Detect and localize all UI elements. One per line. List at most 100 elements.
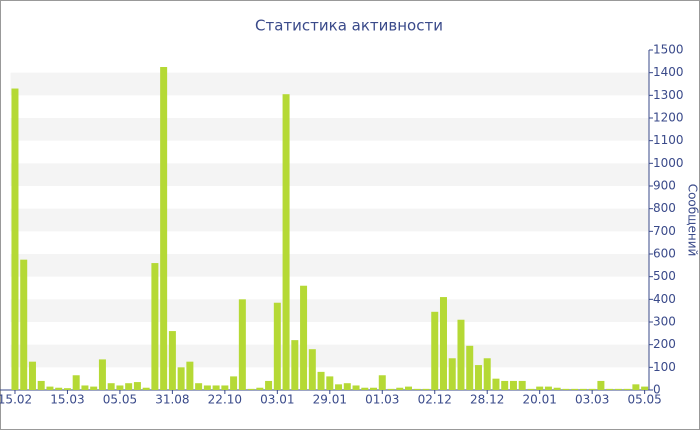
bar bbox=[230, 376, 238, 390]
bar bbox=[107, 383, 115, 390]
bar bbox=[273, 302, 281, 390]
bar bbox=[133, 382, 141, 390]
x-tick-label: 05.05 bbox=[627, 393, 661, 407]
y-tick-label: 800 bbox=[653, 201, 676, 215]
bar bbox=[483, 358, 491, 390]
bar bbox=[116, 385, 124, 390]
bar bbox=[28, 361, 36, 390]
bar bbox=[466, 345, 474, 390]
bar bbox=[125, 383, 133, 390]
bar bbox=[291, 340, 299, 390]
x-tick-label: 03.01 bbox=[260, 393, 294, 407]
bar bbox=[641, 386, 649, 390]
grid-band bbox=[10, 254, 650, 277]
bar bbox=[55, 387, 63, 390]
bar bbox=[151, 263, 159, 390]
bar bbox=[265, 380, 273, 390]
grid-band bbox=[10, 208, 650, 232]
y-tick-label: 600 bbox=[653, 247, 676, 261]
bar bbox=[20, 259, 28, 390]
x-tick-label: 15.03 bbox=[50, 393, 84, 407]
bar bbox=[405, 386, 413, 390]
bar bbox=[588, 388, 596, 390]
bar bbox=[439, 297, 447, 390]
y-tick-label: 400 bbox=[653, 292, 676, 306]
x-tick-label: 05.05 bbox=[103, 393, 137, 407]
x-tick-label: 02.12 bbox=[418, 393, 452, 407]
y-tick-label: 0 bbox=[653, 383, 661, 397]
bar bbox=[562, 388, 570, 390]
bar bbox=[413, 388, 421, 390]
bar bbox=[544, 386, 552, 390]
bar bbox=[90, 386, 98, 390]
y-tick-label: 900 bbox=[653, 179, 676, 193]
bar bbox=[509, 380, 517, 390]
y-tick-label: 1400 bbox=[653, 65, 684, 79]
bar bbox=[597, 380, 605, 390]
bar bbox=[474, 365, 482, 390]
bar bbox=[571, 388, 579, 390]
bar bbox=[536, 386, 544, 390]
bar bbox=[317, 371, 325, 390]
bar bbox=[422, 388, 430, 390]
bar bbox=[256, 387, 264, 390]
y-tick-label: 1300 bbox=[653, 88, 684, 102]
y-tick-label: 500 bbox=[653, 269, 676, 283]
bar bbox=[527, 388, 535, 390]
bar bbox=[501, 380, 509, 390]
bar bbox=[300, 285, 308, 390]
bar bbox=[11, 88, 19, 391]
bar bbox=[457, 319, 465, 390]
bar bbox=[212, 385, 220, 390]
grid-band bbox=[10, 163, 650, 186]
x-tick-label: 22.10 bbox=[208, 393, 242, 407]
bar bbox=[632, 384, 640, 390]
y-tick-label: 300 bbox=[653, 315, 676, 329]
y-tick-label: 1100 bbox=[653, 133, 684, 147]
bar bbox=[186, 361, 194, 390]
grid-band bbox=[10, 72, 650, 96]
bar bbox=[518, 380, 526, 390]
y-tick-label: 1200 bbox=[653, 111, 684, 125]
bar bbox=[81, 385, 89, 390]
x-tick-label: 03.03 bbox=[575, 393, 609, 407]
chart-title: Статистика активности bbox=[255, 17, 443, 35]
bar bbox=[63, 388, 71, 390]
bar bbox=[343, 383, 351, 390]
bar bbox=[352, 385, 360, 390]
x-tick-label: 29.01 bbox=[313, 393, 347, 407]
bar bbox=[142, 387, 150, 390]
bar bbox=[387, 388, 395, 390]
bar bbox=[177, 367, 185, 390]
y-tick-label: 100 bbox=[653, 360, 676, 374]
bar bbox=[247, 388, 255, 390]
bar bbox=[37, 380, 45, 390]
bar bbox=[378, 375, 386, 390]
y-axis-label: Сообщений bbox=[686, 184, 700, 257]
bar bbox=[221, 385, 229, 390]
bar bbox=[623, 388, 631, 390]
bar bbox=[606, 388, 614, 390]
grid-band bbox=[10, 299, 650, 322]
y-tick-label: 700 bbox=[653, 224, 676, 238]
bar bbox=[98, 359, 106, 390]
grid-band bbox=[10, 118, 650, 141]
y-tick-label: 1000 bbox=[653, 156, 684, 170]
bar bbox=[203, 385, 211, 390]
bar bbox=[168, 331, 176, 390]
x-tick-label: 15.02 bbox=[0, 393, 32, 407]
bar bbox=[238, 299, 246, 390]
x-tick-label: 01.03 bbox=[365, 393, 399, 407]
bar bbox=[72, 375, 80, 390]
bar bbox=[579, 388, 587, 390]
x-tick-label: 28.12 bbox=[470, 393, 504, 407]
bar bbox=[431, 311, 439, 390]
bar bbox=[396, 387, 404, 390]
bar bbox=[614, 388, 622, 390]
x-tick-label: 20.01 bbox=[523, 393, 557, 407]
bar bbox=[553, 387, 561, 390]
y-tick-label: 200 bbox=[653, 337, 676, 351]
bar bbox=[492, 378, 500, 390]
grid-band bbox=[10, 344, 650, 368]
